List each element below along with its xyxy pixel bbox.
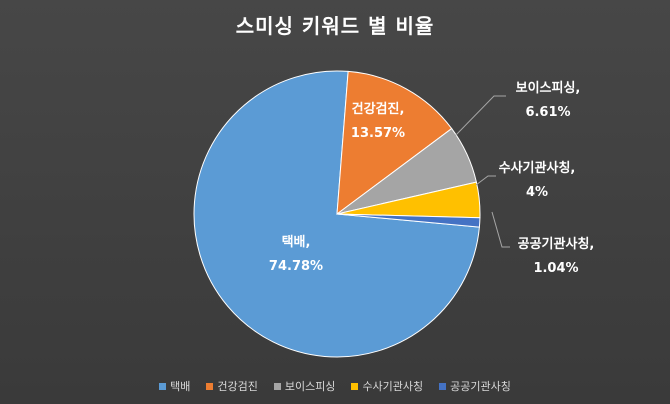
data-label-value-3: 6.61% bbox=[525, 105, 570, 120]
legend: 택배 건강검진 보이스피싱 수사기관사칭 공공기관사칭 bbox=[0, 378, 670, 394]
data-label-name-2: 건강검진, bbox=[352, 101, 405, 117]
legend-item-1: 택배 bbox=[159, 378, 190, 394]
legend-swatch-1 bbox=[159, 382, 167, 390]
legend-item-3: 보이스피싱 bbox=[273, 378, 336, 394]
legend-swatch-2 bbox=[206, 382, 214, 390]
legend-item-4: 수사기관사칭 bbox=[351, 378, 423, 394]
legend-swatch-5 bbox=[439, 382, 447, 390]
leader-line-3 bbox=[454, 95, 506, 137]
legend-label-2: 건강검진 bbox=[217, 380, 258, 393]
data-label-name-3: 보이스피싱, bbox=[516, 80, 581, 96]
legend-label-3: 보이스피싱 bbox=[284, 380, 336, 393]
leader-line-4 bbox=[475, 175, 496, 186]
data-label-name-1: 택배, bbox=[282, 234, 311, 250]
legend-swatch-4 bbox=[351, 382, 359, 390]
leader-line-5 bbox=[491, 211, 510, 248]
legend-label-5: 공공기관사칭 bbox=[450, 380, 511, 393]
data-label-name-4: 수사기관사칭, bbox=[499, 160, 576, 176]
legend-item-5: 공공기관사칭 bbox=[439, 378, 511, 394]
legend-swatch-3 bbox=[273, 382, 281, 390]
data-label-value-5: 1.04% bbox=[533, 261, 578, 276]
pie-slice-2 bbox=[336, 70, 453, 216]
legend-item-2: 건강검진 bbox=[206, 378, 258, 394]
pie-slice-5 bbox=[336, 213, 481, 228]
legend-label-1: 택배 bbox=[170, 380, 191, 393]
data-label-value-2: 13.57% bbox=[351, 126, 405, 141]
data-label-value-1: 74.78% bbox=[269, 259, 323, 274]
chart-title: 스미싱 키워드 별 비율 bbox=[235, 14, 435, 38]
data-label-value-4: 4% bbox=[526, 185, 548, 200]
legend-label-4: 수사기관사칭 bbox=[362, 380, 424, 393]
data-label-name-5: 공공기관사칭, bbox=[518, 236, 595, 252]
